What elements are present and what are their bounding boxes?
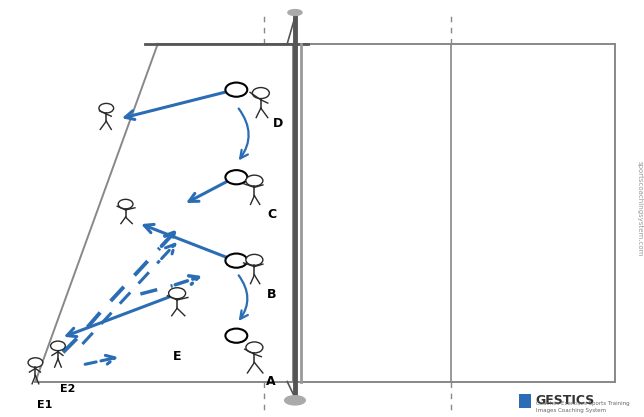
Text: C: C: [267, 208, 276, 221]
Text: A: A: [266, 375, 276, 388]
Ellipse shape: [288, 10, 302, 15]
Text: E2: E2: [60, 384, 75, 394]
FancyArrowPatch shape: [239, 108, 249, 158]
Circle shape: [225, 254, 247, 268]
Circle shape: [225, 83, 247, 97]
Ellipse shape: [285, 396, 305, 405]
Text: E1: E1: [37, 400, 53, 410]
Text: B: B: [267, 288, 277, 301]
Circle shape: [118, 199, 133, 209]
Bar: [519, 394, 531, 408]
Circle shape: [246, 342, 263, 353]
Circle shape: [169, 288, 185, 299]
Circle shape: [51, 341, 65, 351]
Circle shape: [246, 175, 263, 186]
Circle shape: [252, 88, 269, 98]
Text: D: D: [272, 117, 283, 130]
Circle shape: [28, 358, 43, 367]
FancyArrowPatch shape: [239, 275, 248, 319]
Circle shape: [225, 170, 247, 184]
Circle shape: [99, 103, 113, 113]
Text: E: E: [173, 350, 181, 363]
Text: GESTICS: GESTICS: [536, 394, 595, 407]
Text: sportscoachingsystem.com: sportscoachingsystem.com: [637, 161, 643, 256]
Circle shape: [225, 329, 247, 343]
Circle shape: [246, 254, 263, 265]
Text: Coaches Exercises Sports Training
Images Coaching System: Coaches Exercises Sports Training Images…: [536, 401, 629, 413]
